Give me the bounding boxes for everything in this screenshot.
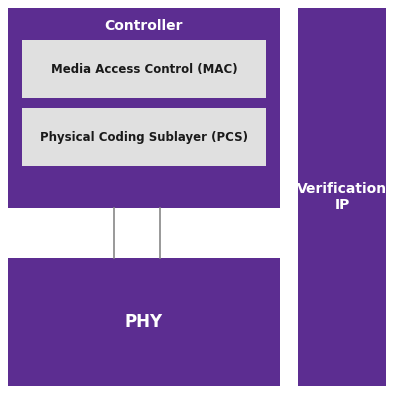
Bar: [22, 108, 266, 166]
Bar: [22, 40, 266, 98]
Bar: [8, 208, 280, 258]
Bar: [8, 8, 280, 208]
Bar: [298, 8, 386, 386]
Text: Verification
IP: Verification IP: [297, 182, 387, 212]
Text: Controller: Controller: [105, 19, 183, 33]
Text: Physical Coding Sublayer (PCS): Physical Coding Sublayer (PCS): [40, 130, 248, 143]
Text: PHY: PHY: [125, 313, 163, 331]
Bar: [8, 258, 280, 386]
Text: Media Access Control (MAC): Media Access Control (MAC): [51, 63, 237, 76]
